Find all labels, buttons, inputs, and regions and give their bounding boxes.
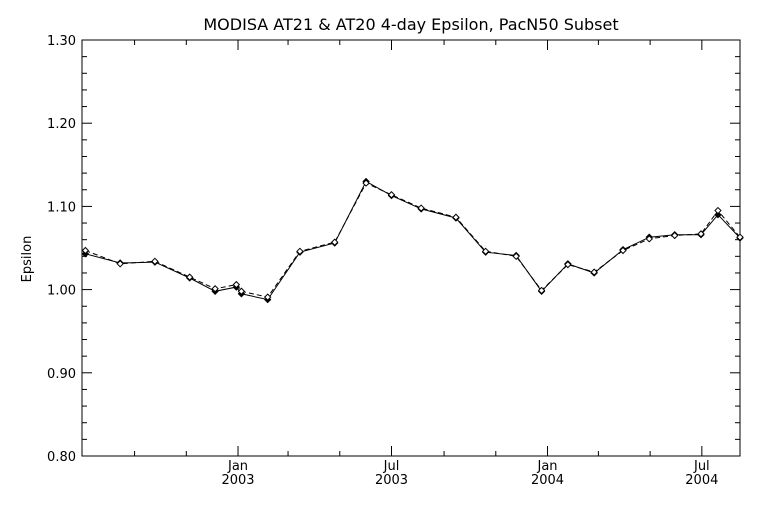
series-2-point xyxy=(237,287,246,295)
x-tick-label-year: 2004 xyxy=(685,473,718,488)
x-tick-label-month: Jan xyxy=(536,459,557,474)
series-2-point xyxy=(481,247,490,256)
y-tick-label: 1.30 xyxy=(47,34,76,49)
series-2-point xyxy=(697,230,705,238)
series-2-point xyxy=(263,293,272,301)
data-series xyxy=(81,177,744,304)
x-tick-label-year: 2003 xyxy=(375,473,408,488)
series-2-point xyxy=(296,247,304,256)
y-tick-label: 1.20 xyxy=(47,117,76,132)
series-2-point xyxy=(590,268,598,276)
x-tick-label-month: Jul xyxy=(383,459,400,474)
series-2-point xyxy=(330,238,339,246)
y-tick-label: 0.80 xyxy=(47,450,76,465)
series-2-point xyxy=(452,213,460,221)
series-2-point xyxy=(232,280,241,289)
plot-frame xyxy=(81,39,741,457)
y-axis-label: Epsilon xyxy=(20,236,35,283)
y-tick-label: 1.10 xyxy=(47,200,76,215)
series-2-point xyxy=(151,257,159,266)
series-2-point xyxy=(116,260,124,268)
series-2-point xyxy=(564,260,572,269)
y-axis: 0.80 0.90 1.00 1.10 1.20 1.30 xyxy=(47,34,740,465)
series-2-point xyxy=(671,231,679,240)
series-2-point xyxy=(362,179,370,187)
series-2-point xyxy=(211,285,219,293)
series-2-point xyxy=(714,206,722,215)
series-2-point xyxy=(185,273,194,281)
x-tick-label-month: Jul xyxy=(693,459,710,474)
series-2-point xyxy=(736,233,744,241)
x-tick-label-year: 2004 xyxy=(531,473,564,488)
y-tick-label: 0.90 xyxy=(47,367,76,382)
series-2-point xyxy=(512,252,520,261)
series-2-point xyxy=(619,246,627,255)
y-tick-label: 1.00 xyxy=(47,284,76,299)
series-2-point xyxy=(645,235,653,243)
series-2-point xyxy=(537,286,546,295)
chart-title: MODISA AT21 & AT20 4-day Epsilon, PacN50… xyxy=(203,15,618,34)
x-tick-label-month: Jan xyxy=(227,459,248,474)
series-1-point xyxy=(714,211,722,219)
series-1-line xyxy=(85,180,741,301)
series-2-point xyxy=(81,246,90,255)
x-tick-label-year: 2003 xyxy=(221,473,254,488)
series-2-point xyxy=(417,204,425,212)
series-2-line xyxy=(85,182,741,298)
series-2-point xyxy=(387,191,396,199)
